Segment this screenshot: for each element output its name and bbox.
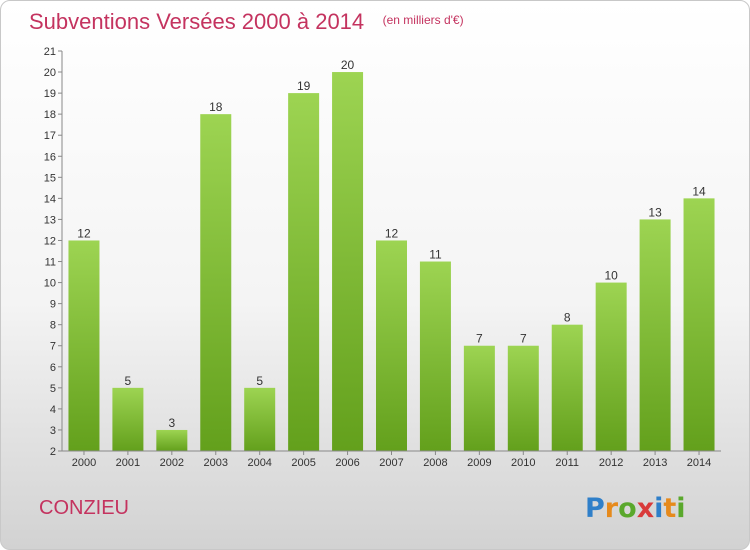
y-tick-label: 15	[44, 172, 56, 184]
bar	[463, 345, 495, 451]
x-axis: 2000 2001 2002 2003 2004 2005 2006 2007 2008 2009…	[62, 450, 721, 469]
x-tick-label: 2011	[555, 457, 579, 469]
bar-value-label: 5	[256, 374, 263, 388]
x-tick-label: 2008	[423, 457, 447, 469]
bar	[288, 93, 320, 452]
bar	[156, 429, 188, 451]
location-name: CONZIEU	[39, 497, 129, 519]
bar	[376, 240, 407, 451]
chart-title: Subventions Versées 2000 à 2014	[29, 9, 365, 34]
y-tick-label: 9	[50, 299, 56, 311]
y-tick-label: 18	[44, 109, 56, 121]
y-tick-label: 20	[44, 67, 56, 79]
y-tick-label: 4	[50, 404, 56, 416]
y-tick-label: 12	[44, 235, 56, 247]
x-tick-label: 2003	[204, 457, 228, 469]
y-axis: 2 3 4 5 6 7 8 9 10 11 12 13 14 15 16 17 18 19 20 21	[44, 46, 63, 458]
bar	[683, 198, 715, 451]
x-tick-label: 2007	[379, 457, 403, 469]
bars: 12 5 3 18 5 19 20 12 11 7 7 8 10 13 14	[68, 58, 715, 452]
bar-value-label: 20	[341, 58, 355, 72]
chart-subtitle: (en milliers d'€)	[382, 13, 464, 27]
x-tick-label: 2009	[467, 457, 491, 469]
y-tick-label: 11	[45, 257, 56, 269]
y-tick-label: 10	[44, 278, 56, 290]
x-tick-label: 2013	[643, 457, 667, 469]
bar	[244, 387, 276, 451]
bar-value-label: 14	[692, 184, 706, 198]
y-tick-label: 8	[50, 320, 56, 332]
x-tick-label: 2001	[116, 457, 140, 469]
bar	[332, 72, 364, 451]
y-tick-label: 6	[50, 362, 56, 374]
x-tick-label: 2000	[72, 457, 96, 469]
bar-value-label: 8	[564, 311, 571, 325]
title-row: Subventions Versées 2000 à 2014 (en mill…	[29, 9, 464, 35]
bar-value-label: 5	[125, 374, 132, 388]
svg-text:Proxiti: Proxiti	[585, 493, 686, 524]
y-tick-label: 3	[50, 425, 56, 437]
bar	[639, 219, 671, 451]
bar	[200, 114, 232, 451]
y-tick-label: 17	[44, 130, 56, 142]
bar-value-label: 7	[520, 332, 527, 346]
bar-value-label: 10	[604, 269, 618, 283]
x-tick-label: 2012	[599, 457, 623, 469]
bar	[595, 282, 627, 451]
x-tick-label: 2014	[687, 457, 711, 469]
y-tick-label: 13	[44, 214, 56, 226]
bar-value-label: 11	[429, 248, 442, 262]
bar	[507, 345, 539, 451]
y-tick-label: 14	[44, 193, 56, 205]
y-tick-label: 5	[50, 383, 56, 395]
x-tick-label: 2006	[335, 457, 359, 469]
bar	[68, 240, 100, 451]
x-tick-label: 2004	[247, 457, 271, 469]
bar-value-label: 12	[385, 226, 399, 240]
y-tick-label: 7	[50, 341, 56, 353]
bar-value-label: 12	[77, 226, 91, 240]
bar-value-label: 18	[209, 100, 223, 114]
x-tick-label: 2010	[511, 457, 535, 469]
bar-value-label: 13	[648, 205, 662, 219]
y-tick-label: 16	[44, 151, 56, 163]
proxiti-logo: Proxiti	[585, 493, 686, 524]
x-tick-label: 2005	[291, 457, 315, 469]
bar	[112, 387, 144, 451]
x-tick-label: 2002	[160, 457, 184, 469]
bar-value-label: 3	[168, 416, 175, 430]
y-tick-label: 2	[50, 446, 56, 458]
y-tick-label: 19	[44, 88, 56, 100]
y-tick-label: 21	[44, 46, 56, 58]
bar-value-label: 7	[476, 332, 483, 346]
bar	[551, 324, 583, 451]
bar	[419, 261, 451, 451]
bar-value-label: 19	[297, 79, 311, 93]
